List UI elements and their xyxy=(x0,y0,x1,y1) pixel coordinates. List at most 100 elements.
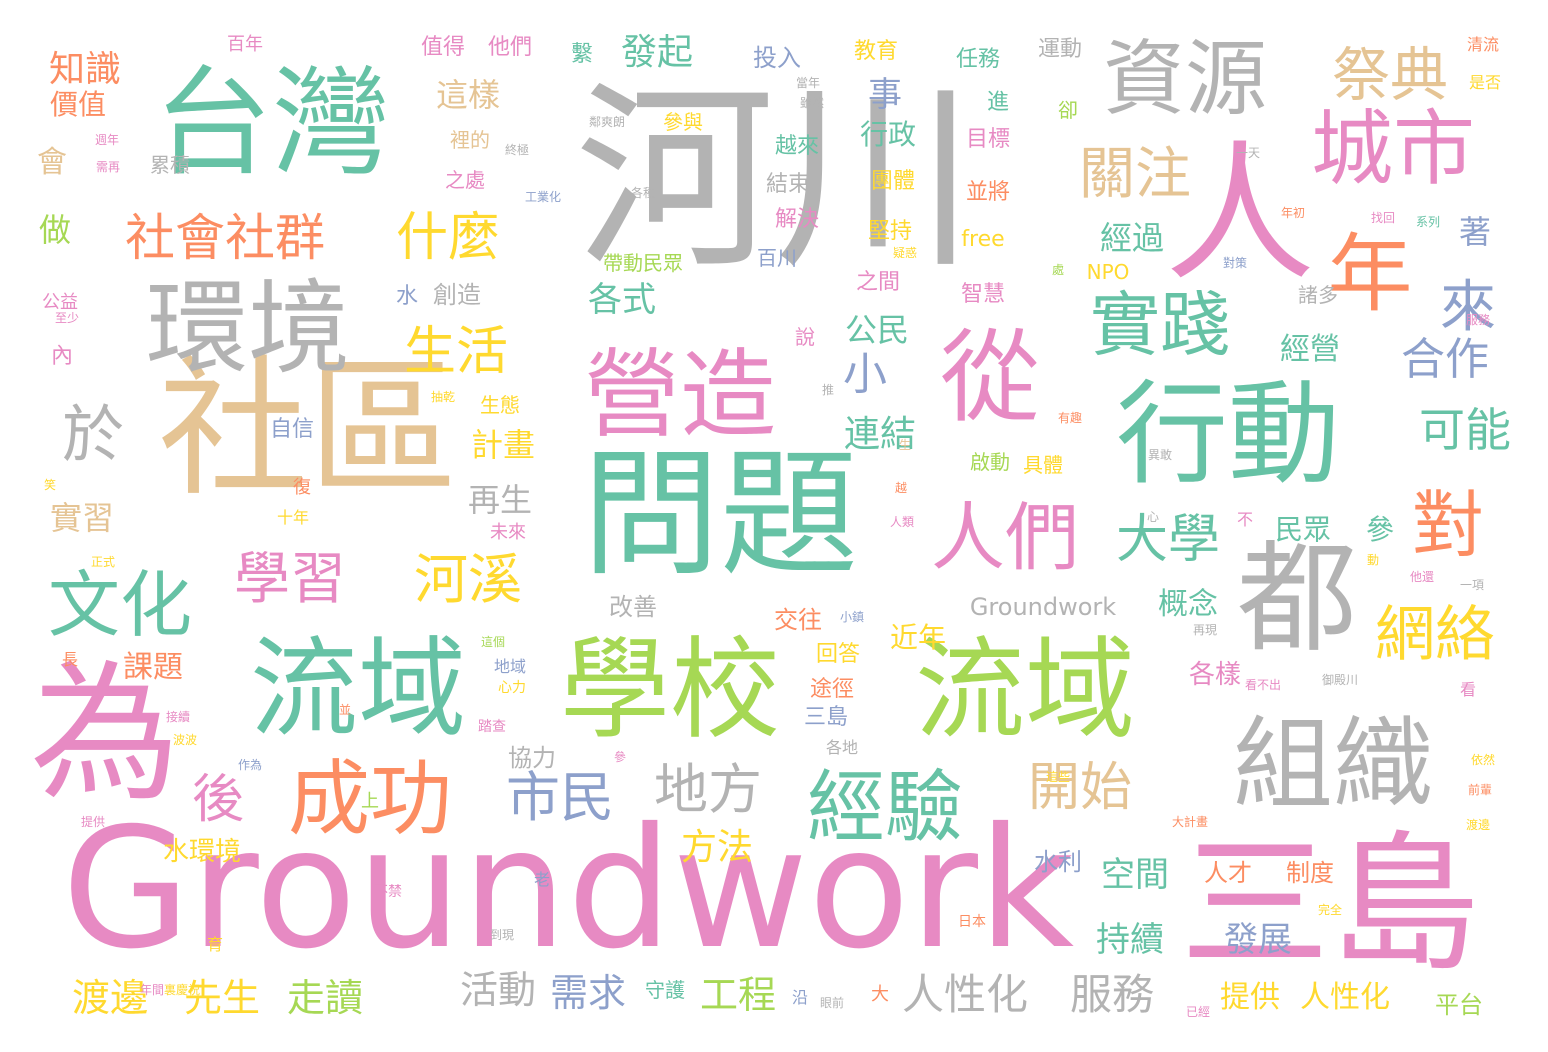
word: 上 xyxy=(361,791,379,812)
word: 再生 xyxy=(467,481,533,519)
word: 年間 xyxy=(139,983,165,997)
word: 營造 xyxy=(584,339,776,451)
word: 抽乾 xyxy=(430,390,456,404)
word: 一天 xyxy=(1235,146,1261,160)
word: 十年 xyxy=(276,508,310,527)
word: 走讀 xyxy=(286,976,364,1020)
word: 波波 xyxy=(172,733,198,747)
word: 學習 xyxy=(234,547,346,612)
word: 服務 xyxy=(1465,313,1491,327)
word: 目標 xyxy=(965,127,1011,152)
word: 諸多 xyxy=(1298,283,1338,307)
word: 為 xyxy=(29,648,181,822)
word: 各地 xyxy=(825,738,859,757)
word: 改善 xyxy=(609,593,657,621)
word: 於 xyxy=(61,398,125,471)
word: 大 xyxy=(871,984,889,1005)
word: 百川 xyxy=(757,246,797,270)
word: 啟動 xyxy=(970,450,1010,474)
word: 繫 xyxy=(570,42,594,67)
word: 參與 xyxy=(663,110,703,134)
word: 社群 xyxy=(225,209,325,267)
word: 實習 xyxy=(49,499,115,537)
word: 經過 xyxy=(1099,219,1165,257)
word: 任務 xyxy=(955,47,1001,72)
word: 實踐 xyxy=(1090,284,1230,366)
word: 堅持 xyxy=(867,219,913,244)
word: 值得 xyxy=(420,35,466,60)
word: 年 xyxy=(1327,225,1413,325)
word: 看不出 xyxy=(1244,678,1282,692)
word: 需再 xyxy=(95,160,121,174)
word: 累積 xyxy=(150,153,190,177)
word: 近年 xyxy=(889,621,947,654)
word: 自信 xyxy=(269,417,315,442)
word: 結束 xyxy=(765,172,811,197)
word: 問題 xyxy=(581,434,859,595)
word: 連結 xyxy=(843,414,917,455)
word: 之處 xyxy=(445,168,485,192)
word: 流域 xyxy=(249,627,467,752)
word: 完全 xyxy=(1317,903,1343,917)
word: 人性化 xyxy=(1300,980,1390,1015)
word: 人們 xyxy=(931,495,1079,581)
word: 平台 xyxy=(1435,991,1483,1019)
word: 生態 xyxy=(480,393,520,417)
word: 網絡 xyxy=(1375,600,1495,670)
word: 老 xyxy=(533,870,551,889)
word: 週年 xyxy=(94,133,120,147)
word: 協力 xyxy=(508,744,556,772)
word: 是否 xyxy=(1468,73,1502,92)
word: 參 xyxy=(1365,513,1395,546)
word: 有趣 xyxy=(1057,411,1083,425)
word: free xyxy=(961,227,1005,252)
word: 水環境 xyxy=(162,837,242,867)
word: 發展 xyxy=(1224,920,1292,960)
word: 他們 xyxy=(487,35,533,60)
word: 途徑 xyxy=(809,677,855,702)
word: 來 xyxy=(1440,275,1496,340)
word: 依然 xyxy=(1470,753,1496,767)
word: 找回 xyxy=(1370,211,1396,225)
word: 這樣 xyxy=(435,76,501,114)
word: 對策 xyxy=(1222,256,1248,270)
word: 不 xyxy=(1236,510,1254,529)
word: 民眾 xyxy=(1274,513,1332,546)
word: 渡邊 xyxy=(71,976,149,1020)
word: 裏慶祝 xyxy=(163,983,201,997)
word: 各樣 xyxy=(1188,660,1242,690)
word: 越來 xyxy=(774,134,820,159)
word: 環境 xyxy=(146,270,350,389)
word: 創造 xyxy=(433,281,481,309)
word: 水利 xyxy=(1034,848,1082,876)
word: 會 xyxy=(37,145,67,180)
word: 地方 xyxy=(654,758,762,821)
word: 沿 xyxy=(791,988,809,1007)
word: 行政 xyxy=(859,118,917,151)
word: 鄰爽朗 xyxy=(588,115,626,129)
word: 大計畫 xyxy=(1171,815,1209,829)
word: 清流 xyxy=(1466,35,1500,54)
word: 參 xyxy=(613,750,627,764)
word: 踏查 xyxy=(478,719,506,735)
word: 內 xyxy=(50,344,74,369)
word: 概念 xyxy=(1158,587,1218,622)
word: 組織 xyxy=(1233,706,1433,823)
word: 接續 xyxy=(165,710,191,724)
word: Groundwork xyxy=(969,593,1117,621)
word: 對 xyxy=(1411,483,1485,567)
word: 祭典 xyxy=(1331,41,1449,109)
word: 制度 xyxy=(1286,859,1334,887)
word: 社區 xyxy=(157,343,459,517)
word: 渡邊 xyxy=(1465,818,1491,832)
word: 並 xyxy=(338,703,352,717)
word: 需求 xyxy=(549,971,627,1015)
word: 三島 xyxy=(803,705,849,730)
word: 他還 xyxy=(1409,570,1435,584)
word: 解決 xyxy=(774,207,820,232)
word: 計畫 xyxy=(470,426,536,464)
word: 動 xyxy=(1366,553,1380,567)
word: 異敢 xyxy=(1147,448,1173,462)
word: 不禁 xyxy=(374,884,402,900)
